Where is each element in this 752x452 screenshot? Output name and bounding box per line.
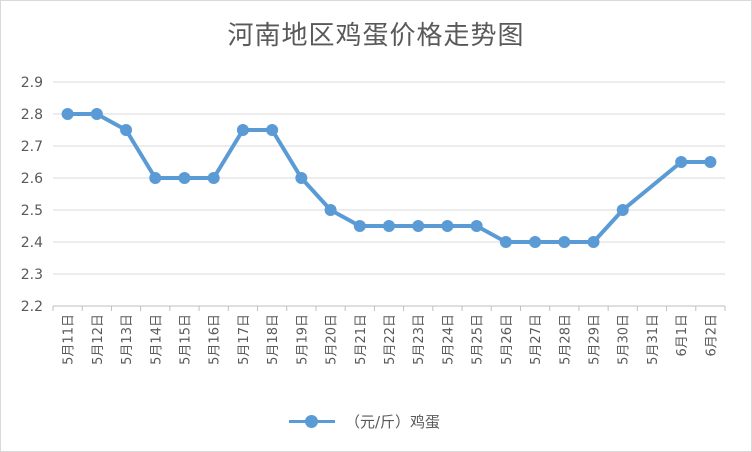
- data-point: [120, 124, 133, 136]
- data-point: [470, 220, 483, 232]
- y-tick-label: 2.7: [21, 139, 43, 155]
- x-tick-label: 5月25日: [471, 314, 486, 365]
- data-point: [90, 108, 103, 120]
- x-tick-label: 5月22日: [383, 314, 398, 365]
- data-point: [499, 236, 512, 248]
- x-tick-label: 6月1日: [675, 314, 690, 357]
- x-tick-label: 5月11日: [62, 314, 77, 365]
- data-point: [441, 220, 454, 232]
- y-tick-label: 2.4: [21, 235, 43, 251]
- data-point: [675, 156, 688, 168]
- data-point: [383, 220, 395, 232]
- data-point: [236, 124, 249, 136]
- x-tick-label: 5月14日: [149, 314, 164, 365]
- y-tick-label: 2.5: [21, 203, 43, 219]
- data-point: [266, 124, 279, 136]
- data-point: [61, 108, 74, 120]
- x-tick-label: 5月24日: [441, 314, 456, 365]
- data-point: [295, 172, 308, 184]
- x-tick-label: 5月17日: [237, 314, 252, 365]
- data-point: [529, 236, 542, 248]
- data-point: [558, 236, 571, 248]
- x-tick-label: 5月29日: [588, 314, 603, 365]
- x-tick-label: 5月26日: [500, 314, 515, 365]
- data-point: [616, 204, 629, 216]
- series-line: [67, 112, 711, 244]
- y-tick-label: 2.8: [21, 107, 43, 123]
- x-tick-label: 5月27日: [529, 314, 544, 365]
- x-tick-label: 6月2日: [704, 314, 719, 357]
- data-point: [587, 236, 600, 248]
- data-point: [207, 172, 220, 184]
- y-tick-label: 2.3: [21, 267, 43, 283]
- chart-plot: 2.2 2.3 2.4 2.5 2.6 2.7 2.8 2.9 5月11日 5月12日 5月13日 5…: [21, 75, 726, 365]
- x-tick-label: 5月28日: [558, 314, 573, 365]
- data-point: [178, 172, 191, 184]
- data-point: [149, 172, 162, 184]
- y-tick-label: 2.2: [21, 299, 43, 315]
- data-point: [704, 156, 717, 168]
- data-point: [324, 204, 337, 216]
- data-point: [353, 220, 366, 232]
- x-tick-label: 5月21日: [354, 314, 369, 365]
- x-tick-label: 5月12日: [91, 314, 106, 365]
- x-tick-label: 5月23日: [412, 314, 427, 365]
- legend-label: （元/斤）鸡蛋: [345, 412, 441, 431]
- x-tick-label: 5月20日: [325, 314, 340, 365]
- legend-marker: [289, 414, 335, 428]
- x-tick-label: 5月30日: [617, 314, 632, 365]
- data-point: [412, 220, 425, 232]
- x-tick-label: 5月31日: [646, 314, 661, 365]
- x-tick-label: 5月15日: [178, 314, 193, 365]
- legend: （元/斤）鸡蛋: [289, 407, 440, 435]
- chart-title: 河南地区鸡蛋价格走势图: [227, 21, 525, 51]
- x-tick-label: 5月18日: [266, 314, 281, 365]
- y-tick-label: 2.6: [21, 171, 43, 187]
- x-tick-label: 5月16日: [208, 314, 223, 365]
- x-tick-label: 5月19日: [295, 314, 310, 365]
- x-tick-label: 5月13日: [120, 314, 135, 365]
- y-tick-label: 2.9: [21, 75, 43, 91]
